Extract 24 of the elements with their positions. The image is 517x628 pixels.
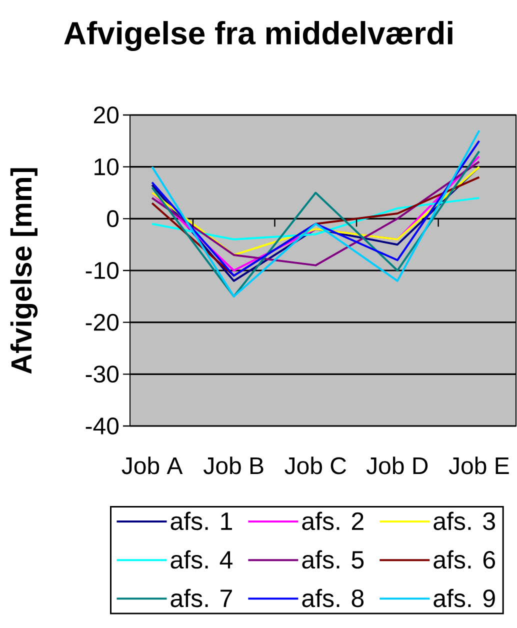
y-tick-label: 0: [107, 210, 119, 228]
legend-label: afs. 6: [434, 550, 495, 569]
y-tick-label: 10: [94, 158, 119, 176]
y-tick-label: -20: [86, 314, 119, 331]
chart-title: Afvigelse fra middelværdi: [64, 21, 452, 52]
legend-label: afs. 8: [302, 588, 364, 608]
y-tick-label: 20: [94, 106, 119, 124]
line-series: [151, 196, 480, 240]
legend-label: afs. 3: [434, 512, 495, 530]
legend-label: afs. 4: [170, 550, 232, 569]
x-tick-label: Job E: [448, 456, 509, 474]
y-tick-label: -30: [86, 366, 119, 383]
y-axis-title: Afvigelse [mm]: [10, 168, 38, 374]
x-tick-label: Job A: [122, 456, 183, 474]
x-tick-label: Job B: [204, 456, 264, 474]
legend-label: afs. 7: [170, 588, 232, 608]
legend-label: afs. 9: [434, 588, 495, 608]
x-tick-label: Job C: [284, 456, 346, 474]
legend-label: afs. 1: [170, 512, 232, 530]
y-tick-label: -40: [86, 417, 119, 434]
y-tick-label: -10: [86, 262, 119, 279]
legend-label: afs. 2: [302, 512, 364, 530]
legend-label: afs. 5: [302, 550, 364, 569]
x-tick-label: Job D: [366, 456, 428, 474]
